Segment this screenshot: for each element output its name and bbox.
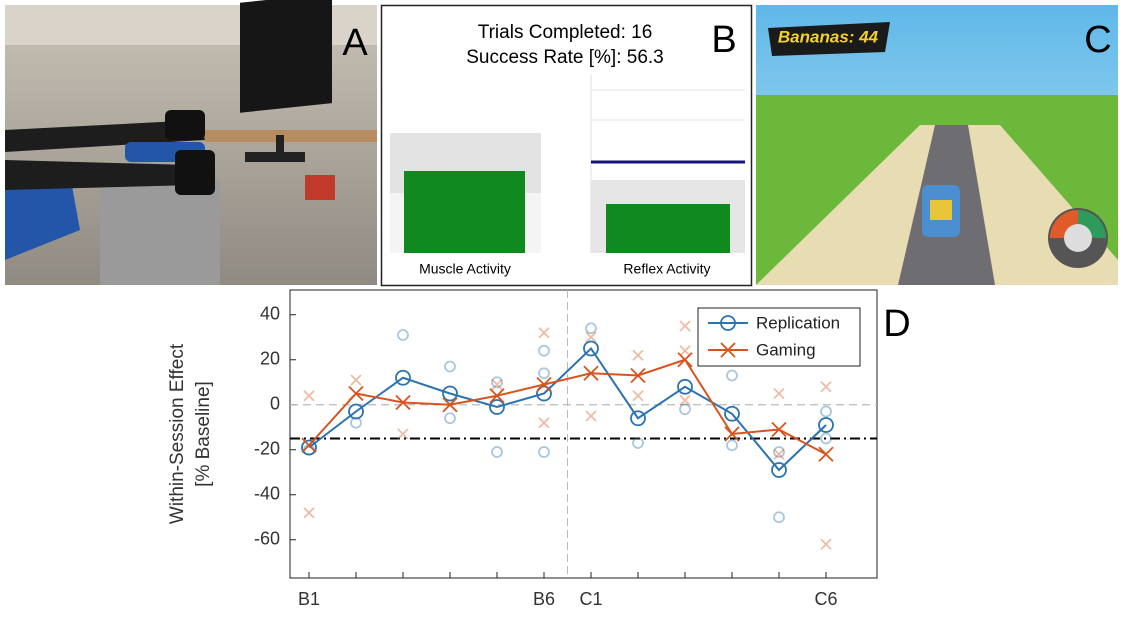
x-tick-label: C1	[579, 589, 602, 609]
x-tick-label: C6	[814, 589, 837, 609]
legend-label: Gaming	[756, 340, 816, 359]
y-tick-label: -20	[254, 439, 280, 459]
x-tick-label: B1	[298, 589, 320, 609]
trials-completed: Trials Completed: 16	[478, 22, 653, 43]
y-tick-label: -40	[254, 484, 280, 504]
bar-label: Reflex Activity	[623, 261, 710, 277]
legend-label: Replication	[756, 313, 840, 332]
panel-label: D	[883, 303, 910, 345]
y-tick-label: 0	[270, 394, 280, 414]
panel-a-photo	[5, 0, 377, 285]
bar-label: Muscle Activity	[419, 261, 511, 277]
y-tick-label: 20	[260, 349, 280, 369]
x-tick-label: B6	[533, 589, 555, 609]
figure: A Trials Completed: 16 Success Rate [%]:…	[0, 0, 1123, 615]
y-axis-label: [% Baseline]	[193, 381, 214, 487]
y-tick-label: 40	[260, 304, 280, 324]
panel-label: B	[711, 19, 736, 61]
y-axis-label: Within-Session Effect	[167, 343, 188, 524]
success-rate: Success Rate [%]: 56.3	[466, 47, 664, 68]
panel-label: C	[1084, 19, 1111, 61]
panel-label: A	[342, 22, 368, 64]
panel-c-game	[756, 5, 1118, 285]
y-tick-label: -60	[254, 529, 280, 549]
banana-score: Bananas: 44	[778, 27, 879, 46]
